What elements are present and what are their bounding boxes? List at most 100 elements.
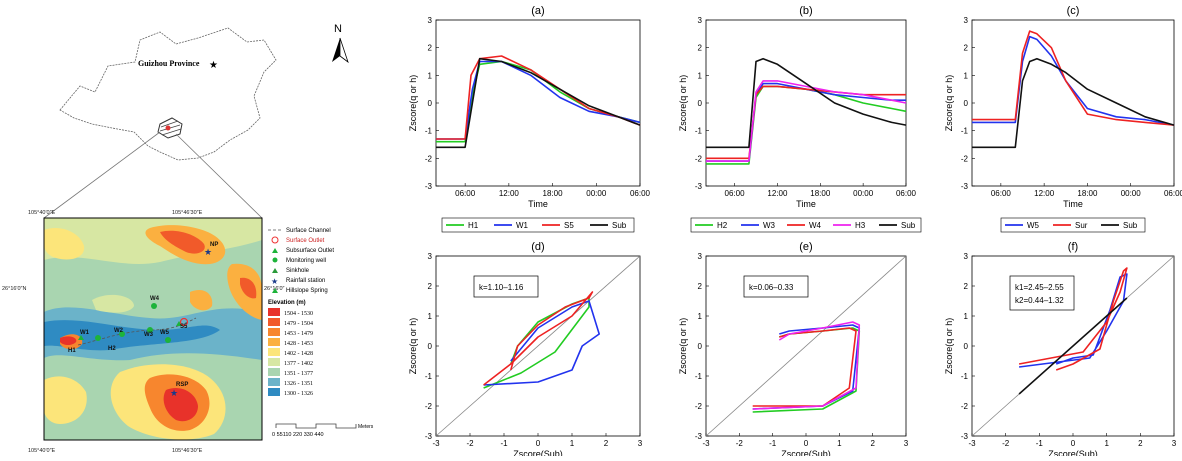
site-label: RSP <box>176 382 188 388</box>
x-tick-label: 0 <box>1071 439 1076 448</box>
x-tick-label: 12:00 <box>767 189 788 198</box>
y-tick-label: -3 <box>425 432 433 441</box>
coord-label: 105°40′0″E <box>28 448 56 454</box>
x-tick-label: 2 <box>1138 439 1143 448</box>
x-tick-label: 18:00 <box>543 189 564 198</box>
x-tick-label: 18:00 <box>810 189 831 198</box>
map-frame <box>43 217 263 441</box>
series-line-w5 <box>1018 273 1128 368</box>
legend-item: Surface Outlet <box>271 236 325 244</box>
y-tick-label: -2 <box>425 154 433 163</box>
legend-label: Monitoring well <box>286 258 326 264</box>
monitoring-well-marker <box>95 335 101 341</box>
north-label: N <box>334 23 342 35</box>
site-label: W4 <box>150 296 160 302</box>
legend-item: Hillslope Spring <box>272 288 328 294</box>
annotation-text: k1=2.45–2.55 <box>1015 283 1064 292</box>
chart-panel: -3 -2 -1 0 1 2 3 -3 -2 -1 0 1 2 3 Zscore(Sub) Zscore(q … <box>678 241 909 459</box>
y-tick-label: -2 <box>961 402 969 411</box>
legend-label: S5 <box>564 221 574 230</box>
elevation-swatch <box>268 308 280 316</box>
x-axis-label: Time <box>528 199 548 209</box>
annotation-text: k2=0.44–1.32 <box>1015 296 1064 305</box>
x-tick-label: 18:00 <box>1077 189 1098 198</box>
scale-ticks: 0 55110 220 330 440 <box>272 432 324 438</box>
x-tick-label: -3 <box>702 439 710 448</box>
surface-outlet-icon <box>271 236 279 244</box>
annotation-text: k=1.10–1.16 <box>479 283 524 292</box>
guizhou-point <box>165 125 171 131</box>
y-tick-label: 1 <box>428 312 433 321</box>
elevation-range-label: 1377 - 1402 <box>284 361 313 367</box>
y-tick-label: 2 <box>428 282 433 291</box>
y-tick-label: 2 <box>428 44 433 53</box>
y-tick-label: -3 <box>695 182 703 191</box>
y-tick-label: -2 <box>695 402 703 411</box>
annotation-box <box>1009 275 1075 311</box>
rainfall-station-marker: ★ <box>170 388 178 398</box>
series-line-h3 <box>706 80 907 162</box>
site-label: W1 <box>80 330 90 336</box>
panel-title: (c) <box>1067 5 1080 17</box>
coord-label: 105°46′30″E <box>172 448 203 454</box>
y-tick-label: -1 <box>425 372 433 381</box>
legend-box <box>1000 217 1146 233</box>
y-tick-label: 1 <box>964 312 969 321</box>
annotation-box <box>743 275 809 298</box>
legend-item: Subsurface Outlet <box>272 248 334 254</box>
y-tick-label: -3 <box>961 432 969 441</box>
legend-label: Hillslope Spring <box>286 288 328 294</box>
y-tick-label: 1 <box>428 71 433 80</box>
x-tick-label: 00:00 <box>853 189 874 198</box>
surface-channel <box>77 317 197 346</box>
elevation-swatch <box>268 348 280 356</box>
x-tick-label: -2 <box>1002 439 1010 448</box>
province-star-icon: ★ <box>209 60 218 71</box>
hillslope-spring-icon <box>272 288 278 293</box>
legend-label: W5 <box>1027 221 1040 230</box>
series-line-s5 <box>483 291 594 386</box>
y-tick-label: -1 <box>961 372 969 381</box>
map-coordinates: 105°40′0″E 105°46′30″E 26°16′0″N 26°16′0… <box>2 210 285 454</box>
y-tick-label: -3 <box>695 432 703 441</box>
province-label: Guizhou Province <box>138 59 200 68</box>
y-tick-label: 0 <box>964 99 969 108</box>
y-tick-label: 2 <box>698 44 703 53</box>
x-tick-label: 1 <box>837 439 842 448</box>
chart-panel: -3 -2 -1 0 1 2 3 -3 -2 -1 0 1 2 3 Zscore(Sub) Zscore(q … <box>944 241 1177 459</box>
legend-item: ★ Rainfall station <box>271 277 325 286</box>
legend-label: W3 <box>763 221 776 230</box>
rainfall-station-marker: ★ <box>204 247 212 257</box>
site-label: W2 <box>114 328 124 334</box>
elevation-swatch <box>268 338 280 346</box>
legend-label: Sub <box>612 221 627 230</box>
x-tick-label: 2 <box>870 439 875 448</box>
y-tick-label: 1 <box>698 71 703 80</box>
legend-label: Surface Outlet <box>286 238 325 244</box>
y-tick-label: -1 <box>695 127 703 136</box>
scale-bar: Meters 0 55110 220 330 440 <box>272 423 374 438</box>
y-tick-label: 0 <box>964 342 969 351</box>
y-tick-label: 0 <box>428 99 433 108</box>
legend-label: Subsurface Outlet <box>286 248 334 254</box>
y-tick-label: -3 <box>961 182 969 191</box>
y-tick-label: -3 <box>425 182 433 191</box>
elevation-swatch <box>268 358 280 366</box>
x-tick-label: -3 <box>432 439 440 448</box>
y-tick-label: 3 <box>428 252 433 261</box>
x-tick-label: 3 <box>638 439 643 448</box>
elevation-swatch <box>268 368 280 376</box>
chart-panel: -3 -2 -1 0 1 2 3 06:00 12:00 18:00 00:00 06:00 Time Z… <box>944 5 1182 233</box>
x-tick-label: 3 <box>1172 439 1177 448</box>
y-tick-label: 2 <box>964 282 969 291</box>
elevation-range-label: 1504 - 1530 <box>284 311 313 317</box>
y-tick-label: -2 <box>961 154 969 163</box>
y-tick-label: 2 <box>964 44 969 53</box>
legend-label: Sub <box>1123 221 1138 230</box>
china-locator-map: Guizhou Province ★ <box>43 27 277 219</box>
china-outline <box>59 27 277 161</box>
elevation-swatch <box>268 378 280 386</box>
y-tick-label: -1 <box>695 372 703 381</box>
scale-unit: Meters <box>358 424 374 430</box>
